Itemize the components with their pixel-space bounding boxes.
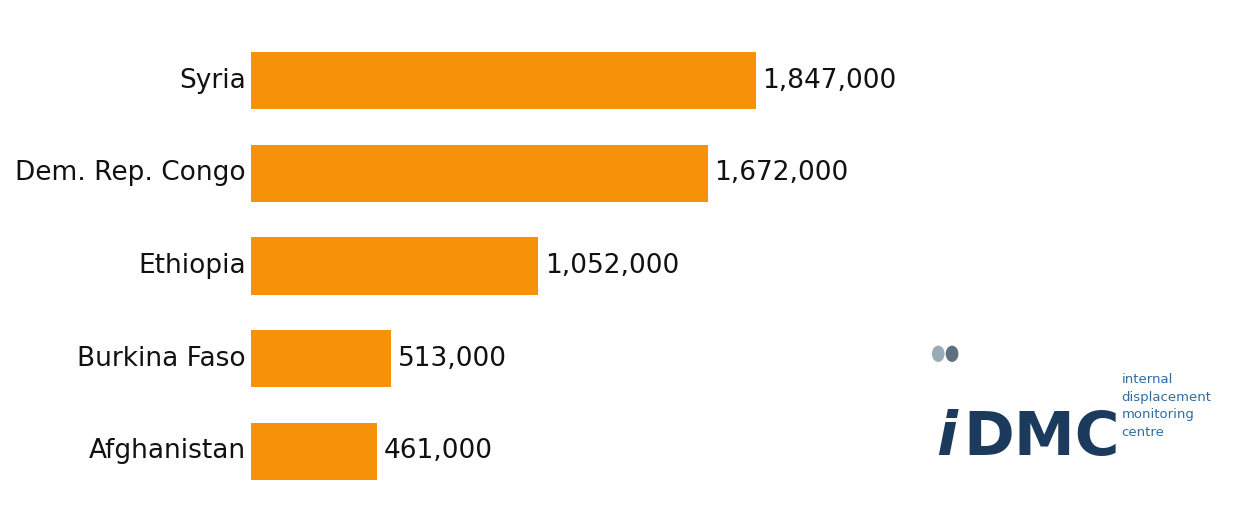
Text: DMC: DMC — [963, 409, 1120, 468]
Bar — [251, 422, 377, 480]
Ellipse shape — [932, 346, 945, 361]
Bar — [251, 145, 707, 202]
Ellipse shape — [947, 346, 958, 361]
Text: Afghanistan: Afghanistan — [89, 438, 246, 464]
Text: Dem. Rep. Congo: Dem. Rep. Congo — [15, 160, 246, 186]
Text: 461,000: 461,000 — [384, 438, 492, 464]
Text: 1,052,000: 1,052,000 — [545, 253, 679, 279]
Text: 1,672,000: 1,672,000 — [715, 160, 849, 186]
Bar — [251, 52, 756, 110]
Bar — [251, 237, 539, 295]
Text: 513,000: 513,000 — [398, 346, 507, 372]
Text: internal
displacement
monitoring
centre: internal displacement monitoring centre — [1122, 373, 1212, 439]
Text: Burkina Faso: Burkina Faso — [77, 346, 246, 372]
Text: i: i — [936, 409, 957, 468]
Text: 1,847,000: 1,847,000 — [762, 68, 897, 94]
Bar — [251, 330, 392, 387]
Text: Syria: Syria — [180, 68, 246, 94]
Text: Ethiopia: Ethiopia — [138, 253, 246, 279]
